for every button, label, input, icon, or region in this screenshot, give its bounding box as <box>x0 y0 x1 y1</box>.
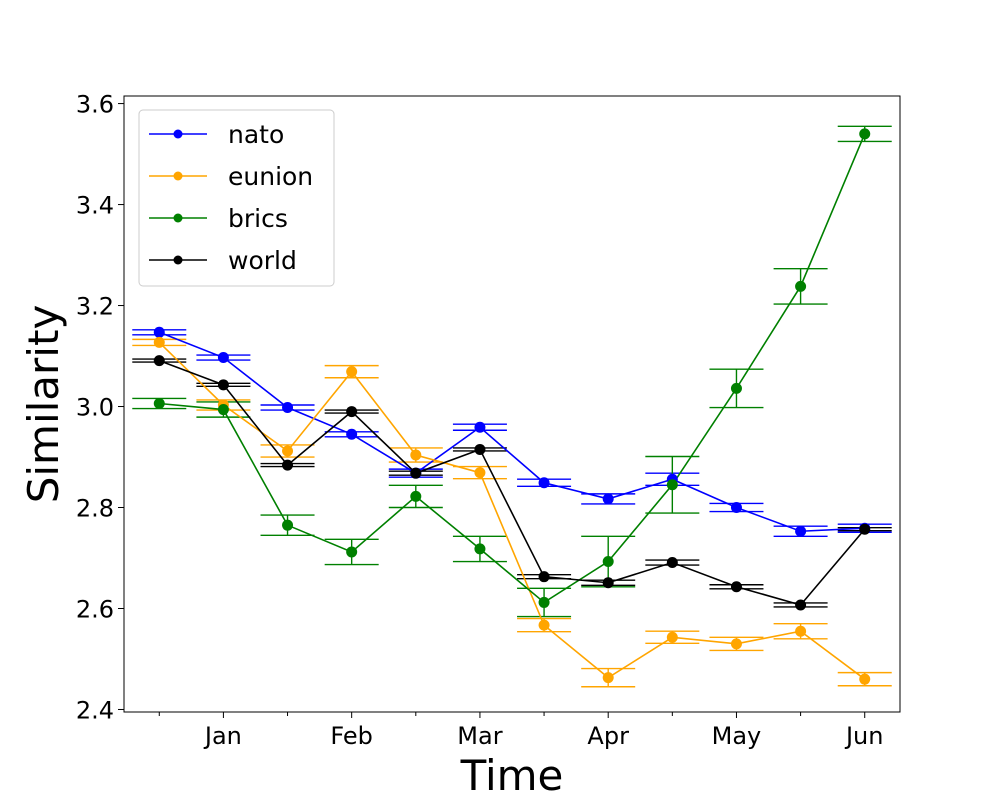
legend: nato eunion brics world <box>138 109 335 287</box>
data-point-world <box>795 599 807 611</box>
data-point-brics <box>153 397 165 409</box>
data-point-world <box>730 581 742 593</box>
y-tick-label: 2.8 <box>76 495 114 523</box>
series-lines <box>158 133 866 680</box>
data-point-nato <box>153 326 165 338</box>
data-point-eunion <box>282 445 294 457</box>
legend-box <box>138 109 335 287</box>
data-point-brics <box>795 280 807 292</box>
y-tick-label: 3.6 <box>76 91 114 119</box>
data-point-nato <box>346 428 358 440</box>
y-tick-label: 2.6 <box>76 595 114 623</box>
x-tick-label: Apr <box>587 722 629 750</box>
data-point-world <box>666 557 678 569</box>
data-point-nato <box>282 402 294 414</box>
data-point-eunion <box>730 638 742 650</box>
y-tick-label: 3.2 <box>76 293 114 321</box>
data-point-nato <box>795 525 807 537</box>
data-point-world <box>602 577 614 589</box>
legend-swatch-marker <box>173 129 183 139</box>
legend-label: eunion <box>228 162 313 191</box>
legend-label: brics <box>228 204 288 233</box>
legend-label: world <box>228 246 297 275</box>
data-point-eunion <box>538 619 550 631</box>
data-point-world <box>410 467 422 479</box>
x-tick-label: Jan <box>203 722 242 750</box>
x-tick-label: Feb <box>330 722 373 750</box>
data-point-eunion <box>474 467 486 479</box>
data-point-nato <box>730 502 742 514</box>
data-point-brics <box>282 519 294 531</box>
data-point-eunion <box>346 366 358 378</box>
plot-frame <box>123 95 901 713</box>
y-tick-label: 3.0 <box>76 394 114 422</box>
series-line-world <box>158 359 866 606</box>
x-tick-label: May <box>712 722 762 750</box>
data-point-brics <box>859 128 871 140</box>
data-point-world <box>859 523 871 535</box>
data-point-brics <box>410 490 422 502</box>
x-tick-label: Mar <box>457 722 502 750</box>
data-point-eunion <box>602 672 614 684</box>
y-axis-ticks: 2.4 2.6 2.8 3.0 3.2 3.4 3.6 <box>76 91 124 724</box>
data-point-eunion <box>859 673 871 685</box>
x-axis-ticks: Jan Feb Mar Apr May Jun <box>158 712 884 750</box>
series-line-brics <box>159 133 866 604</box>
series-line-nato <box>158 331 865 533</box>
data-point-nato <box>217 352 229 364</box>
data-point-eunion <box>666 631 678 643</box>
y-axis-label: Similarity <box>19 305 68 504</box>
data-point-world <box>153 355 165 367</box>
data-point-nato <box>602 493 614 505</box>
data-point-brics <box>217 404 229 416</box>
data-point-world <box>282 459 294 471</box>
data-point-nato <box>538 477 550 489</box>
series-line-eunion <box>158 341 866 680</box>
data-point-brics <box>666 479 678 491</box>
x-axis-label: Time <box>460 751 564 800</box>
data-points <box>153 128 871 685</box>
data-point-brics <box>474 543 486 555</box>
data-point-brics <box>602 556 614 568</box>
legend-swatch-marker <box>173 171 183 181</box>
data-point-eunion <box>153 336 165 348</box>
data-point-nato <box>474 421 486 433</box>
data-point-eunion <box>410 449 422 461</box>
data-point-brics <box>346 546 358 558</box>
legend-swatch-marker <box>173 255 183 265</box>
data-point-brics <box>730 382 742 394</box>
data-point-world <box>538 571 550 583</box>
data-point-eunion <box>795 625 807 637</box>
x-tick-label: Jun <box>844 722 884 750</box>
data-point-world <box>346 406 358 418</box>
y-tick-label: 2.4 <box>76 696 114 724</box>
legend-label: nato <box>228 120 284 149</box>
data-point-brics <box>538 596 550 608</box>
y-tick-label: 3.4 <box>76 192 114 220</box>
data-point-world <box>474 443 486 455</box>
data-point-world <box>217 379 229 391</box>
legend-swatch-marker <box>173 213 183 223</box>
